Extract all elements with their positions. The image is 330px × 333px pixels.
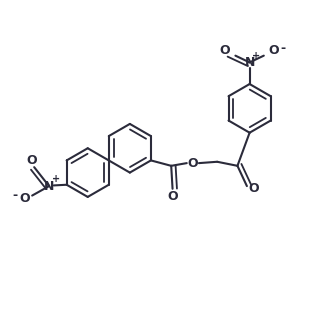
Text: O: O: [248, 182, 259, 195]
Text: O: O: [19, 192, 30, 205]
Text: O: O: [187, 157, 198, 169]
Text: +: +: [52, 174, 60, 184]
Text: O: O: [219, 44, 230, 57]
Text: O: O: [26, 154, 37, 167]
Text: +: +: [252, 51, 260, 61]
Text: N: N: [44, 179, 54, 192]
Text: N: N: [245, 56, 255, 69]
Text: -: -: [13, 189, 18, 202]
Text: O: O: [167, 190, 178, 203]
Text: O: O: [269, 44, 279, 57]
Text: -: -: [281, 42, 286, 55]
